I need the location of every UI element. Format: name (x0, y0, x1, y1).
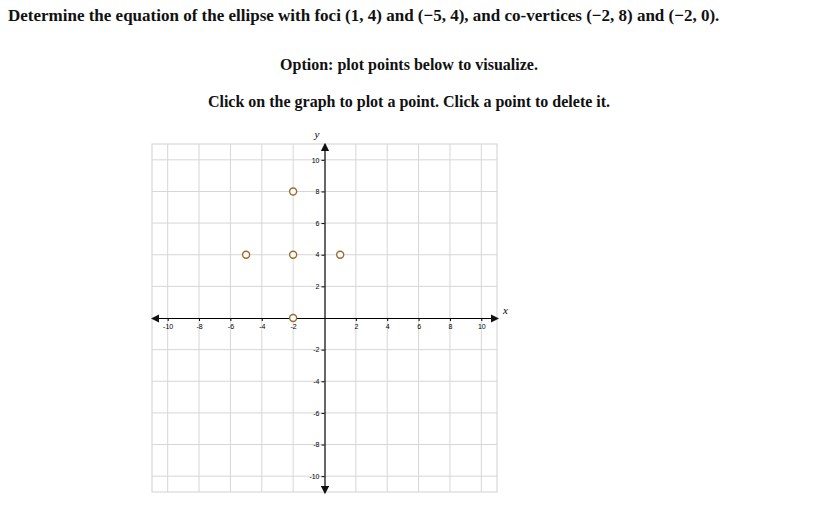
x-tick-mark (199, 318, 200, 321)
y-tick-mark (322, 286, 325, 287)
x-tick-label: -10 (163, 323, 173, 330)
option-text: Option: plot points below to visualize. (0, 56, 818, 74)
x-tick-mark (419, 318, 420, 321)
point (337, 251, 344, 258)
x-tick-label: 8 (449, 323, 453, 330)
x-tick-mark (262, 318, 263, 321)
x-tick: -6 (228, 318, 234, 330)
y-axis: -10 -8 -6 -4 -2 2 4 6 8 10 (309, 145, 325, 493)
question: Determine the equation of the ellipse wi… (8, 6, 719, 26)
x-tick-label: -6 (228, 323, 234, 330)
y-tick: 2 (316, 283, 325, 290)
x-tick: 8 (449, 318, 453, 330)
x-tick: -4 (259, 318, 265, 330)
y-tick: -4 (313, 378, 324, 385)
y-tick-label: 10 (312, 157, 320, 164)
y-tick-mark (322, 381, 325, 382)
y-axis-label: y (314, 128, 320, 140)
y-tick-label: 8 (316, 188, 320, 195)
x-tick-label: -8 (196, 323, 202, 330)
x-tick-label: 10 (478, 323, 486, 330)
point (290, 251, 297, 258)
y-tick-mark (322, 350, 325, 351)
plot-area (152, 144, 497, 492)
y-tick-mark (322, 191, 325, 192)
grid (152, 144, 497, 492)
y-tick: -8 (313, 441, 324, 448)
x-tick: 2 (354, 318, 358, 330)
y-tick: 10 (312, 157, 325, 164)
point (290, 188, 297, 195)
x-tick-mark (481, 318, 482, 321)
y-tick-mark (322, 413, 325, 414)
x-tick-mark (356, 318, 357, 321)
x-tick-label: 2 (354, 323, 358, 330)
x-tick: -8 (196, 318, 202, 330)
x-tick: -10 (163, 318, 173, 330)
instruction: Click on the graph to plot a point. Clic… (0, 93, 818, 111)
y-tick: 6 (316, 220, 325, 227)
y-tick-mark (322, 255, 325, 256)
y-tick-label: -2 (313, 346, 319, 353)
point (243, 251, 250, 258)
x-tick-mark (168, 318, 169, 321)
y-tick-label: -8 (313, 441, 319, 448)
x-axis-label: x (502, 304, 508, 316)
point (290, 315, 297, 322)
y-tick: -2 (313, 346, 324, 353)
y-tick: -6 (313, 410, 324, 417)
y-tick-mark (322, 160, 325, 161)
y-tick-label: 2 (316, 283, 320, 290)
x-tick: 6 (417, 318, 421, 330)
x-tick: 4 (386, 318, 390, 330)
x-tick-label: 4 (386, 323, 390, 330)
y-tick-mark (322, 445, 325, 446)
x-tick-label: 6 (417, 323, 421, 330)
y-tick: 4 (316, 251, 325, 258)
y-tick-label: 4 (316, 251, 320, 258)
y-tick-label: -4 (313, 378, 319, 385)
graph: -10 -8 -6 -4 -2 2 4 6 8 10 -10 -8 -6 -4 -2 2 4 6 8 10 x y (0, 0, 818, 508)
x-tick-label: -2 (291, 323, 297, 330)
x-tick-mark (387, 318, 388, 321)
y-tick-label: 6 (316, 220, 320, 227)
x-tick-label: -4 (259, 323, 265, 330)
y-tick-mark (322, 476, 325, 477)
y-tick-mark (322, 223, 325, 224)
y-tick-label: -6 (313, 410, 319, 417)
x-tick-mark (230, 318, 231, 321)
x-tick: 10 (478, 318, 486, 330)
y-tick: 8 (316, 188, 325, 195)
y-tick-label: -10 (309, 473, 319, 480)
y-axis-line (324, 145, 325, 493)
y-tick: -10 (309, 473, 324, 480)
x-tick-mark (450, 318, 451, 321)
points (243, 188, 344, 322)
